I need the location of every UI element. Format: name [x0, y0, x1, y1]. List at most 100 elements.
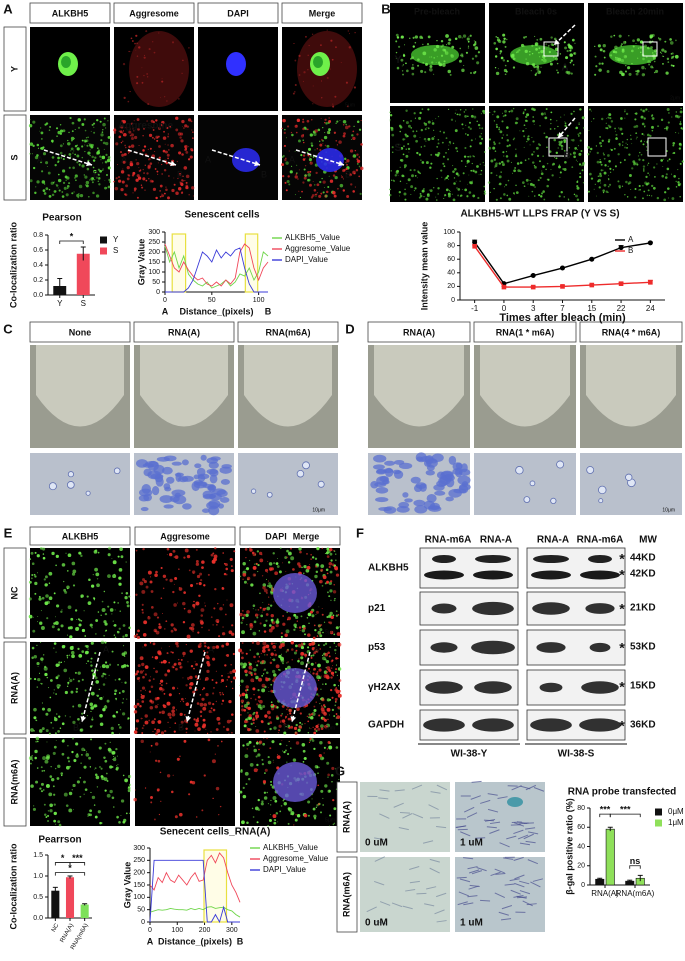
speckle [283, 802, 287, 806]
speckle [214, 547, 217, 550]
speckle [315, 725, 317, 727]
panel-letter: G [335, 763, 345, 778]
speckle [71, 121, 75, 125]
speckle [71, 561, 76, 566]
lane-label: RNA-m6A [425, 535, 472, 546]
speckle [136, 174, 140, 178]
speckle [105, 141, 109, 146]
header-box [29, 2, 111, 24]
speckle [169, 716, 172, 719]
speckle [135, 159, 137, 161]
marker-label: B [563, 151, 570, 162]
speckle [312, 180, 314, 182]
blob [273, 668, 317, 708]
speckle [519, 161, 523, 165]
speckle [246, 821, 249, 825]
speckle [256, 550, 260, 553]
speckle [358, 128, 362, 131]
speckle [44, 759, 49, 764]
lane-label: RNA-A [480, 535, 512, 546]
speckle [270, 701, 273, 704]
speckle [251, 669, 253, 671]
speckle [333, 633, 336, 636]
speckle [42, 189, 46, 192]
speckle [248, 665, 253, 670]
speckle [166, 554, 168, 556]
speckle [60, 774, 63, 777]
speckle [40, 682, 43, 685]
speckle [118, 582, 122, 586]
blob [142, 463, 154, 468]
sig-label: *** [620, 805, 631, 815]
speckle [498, 126, 500, 129]
speckle [352, 170, 356, 175]
speckle [317, 128, 321, 132]
speckle [97, 611, 100, 613]
speckle [625, 112, 629, 116]
speckle [417, 64, 420, 67]
speckle [83, 174, 86, 176]
speckle [242, 619, 244, 622]
speckle [338, 140, 342, 144]
speckle [113, 623, 117, 627]
speckle [454, 129, 458, 133]
speckle [81, 123, 85, 126]
cell-streak [399, 811, 411, 814]
speckle [96, 578, 99, 580]
speckle [94, 567, 99, 572]
speckle [263, 668, 267, 671]
speckle [672, 64, 675, 68]
speckle [136, 196, 139, 199]
speckle [326, 547, 330, 551]
speckle [85, 753, 90, 757]
y-tick-label: 1.5 [33, 852, 43, 859]
speckle [231, 713, 234, 716]
speckle [641, 122, 645, 126]
speckle [57, 663, 61, 667]
cell-streak [516, 895, 527, 899]
speckle [536, 65, 540, 69]
speckle [593, 118, 595, 120]
speckle [109, 789, 113, 794]
speckle [89, 766, 92, 768]
speckle [240, 679, 244, 683]
speckle [327, 741, 331, 744]
row-label: RNA(m6A) [9, 759, 19, 804]
cell-streak [460, 831, 471, 837]
speckle [481, 127, 484, 130]
speckle [467, 38, 469, 40]
speckle [233, 550, 236, 553]
speckle [499, 197, 502, 200]
speckle [71, 572, 76, 576]
speckle [206, 651, 209, 654]
speckle [336, 120, 339, 123]
speckle [525, 115, 528, 119]
speckle [55, 564, 57, 567]
speckle [320, 724, 324, 729]
speckle [133, 634, 137, 638]
speckle [316, 671, 319, 673]
speckle [74, 174, 78, 178]
speckle [627, 182, 630, 185]
speckle [43, 183, 46, 185]
speckle [256, 664, 259, 667]
speckle [286, 649, 289, 652]
speckle [216, 716, 221, 721]
speckle [80, 554, 83, 558]
speckle [166, 547, 170, 551]
speckle [55, 651, 57, 653]
speckle [449, 143, 451, 145]
speckle [644, 141, 646, 143]
speckle [642, 57, 645, 61]
speckle [669, 38, 672, 41]
speckle [87, 660, 90, 663]
blob [220, 478, 231, 485]
speckle [293, 824, 295, 826]
speckle [531, 190, 534, 193]
speckle [578, 163, 582, 166]
speckle [35, 186, 37, 188]
speckle [40, 625, 45, 630]
blob [219, 497, 230, 503]
speckle [41, 138, 43, 140]
point [472, 243, 477, 249]
